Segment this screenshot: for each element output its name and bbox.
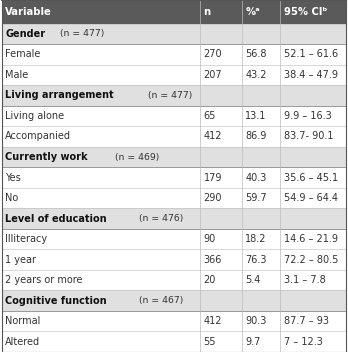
Text: (n = 469): (n = 469) — [114, 152, 159, 162]
Text: Accompanied: Accompanied — [5, 132, 71, 142]
Text: Yes: Yes — [5, 172, 21, 183]
Text: 13.1: 13.1 — [245, 111, 267, 121]
Text: Variable: Variable — [5, 7, 52, 17]
Text: Cognitive function: Cognitive function — [5, 296, 107, 306]
Text: (n = 477): (n = 477) — [60, 29, 104, 38]
Bar — [2, 332, 346, 352]
Text: 52.1 – 61.6: 52.1 – 61.6 — [284, 49, 338, 59]
Text: 7 – 12.3: 7 – 12.3 — [284, 337, 323, 347]
Text: 270: 270 — [204, 49, 222, 59]
Bar — [2, 44, 346, 65]
Text: 59.7: 59.7 — [245, 193, 267, 203]
Bar — [2, 188, 346, 208]
Text: 90.3: 90.3 — [245, 316, 267, 326]
Text: %ᵃ: %ᵃ — [245, 7, 260, 17]
Bar — [2, 24, 346, 44]
Text: 366: 366 — [204, 254, 222, 265]
Bar — [2, 249, 346, 270]
Text: 3.1 – 7.8: 3.1 – 7.8 — [284, 275, 325, 285]
Bar — [2, 147, 346, 167]
Text: Normal: Normal — [5, 316, 41, 326]
Text: 5.4: 5.4 — [245, 275, 261, 285]
Text: 2 years or more: 2 years or more — [5, 275, 83, 285]
Text: Currently work: Currently work — [5, 152, 88, 162]
Bar — [2, 106, 346, 126]
Text: 55: 55 — [204, 337, 216, 347]
Bar — [2, 229, 346, 249]
Text: 9.9 – 16.3: 9.9 – 16.3 — [284, 111, 331, 121]
Text: 290: 290 — [204, 193, 222, 203]
Text: 18.2: 18.2 — [245, 234, 267, 244]
Text: 179: 179 — [204, 172, 222, 183]
Text: 14.6 – 21.9: 14.6 – 21.9 — [284, 234, 338, 244]
Text: 87.7 – 93: 87.7 – 93 — [284, 316, 329, 326]
Text: Level of education: Level of education — [5, 214, 107, 224]
Text: 412: 412 — [204, 316, 222, 326]
Text: Illiteracy: Illiteracy — [5, 234, 47, 244]
Text: 20: 20 — [204, 275, 216, 285]
Text: 86.9: 86.9 — [245, 132, 267, 142]
Bar — [2, 311, 346, 332]
Text: 65: 65 — [204, 111, 216, 121]
Text: 43.2: 43.2 — [245, 70, 267, 80]
Bar — [2, 270, 346, 290]
Text: Male: Male — [5, 70, 29, 80]
Text: 35.6 – 45.1: 35.6 – 45.1 — [284, 172, 338, 183]
Text: (n = 476): (n = 476) — [139, 214, 183, 223]
Text: 90: 90 — [204, 234, 216, 244]
Text: (n = 477): (n = 477) — [148, 91, 192, 100]
Text: 54.9 – 64.4: 54.9 – 64.4 — [284, 193, 338, 203]
Text: Living alone: Living alone — [5, 111, 64, 121]
Bar — [2, 290, 346, 311]
Text: n: n — [204, 7, 211, 17]
Text: 72.2 – 80.5: 72.2 – 80.5 — [284, 254, 338, 265]
Text: Altered: Altered — [5, 337, 40, 347]
Text: 95% CIᵇ: 95% CIᵇ — [284, 7, 327, 17]
Text: 56.8: 56.8 — [245, 49, 267, 59]
Text: No: No — [5, 193, 18, 203]
Bar — [2, 126, 346, 147]
Text: Female: Female — [5, 49, 41, 59]
Text: 38.4 – 47.9: 38.4 – 47.9 — [284, 70, 338, 80]
Text: Living arrangement: Living arrangement — [5, 90, 114, 100]
Text: 9.7: 9.7 — [245, 337, 261, 347]
Text: Gender: Gender — [5, 29, 45, 39]
Text: 207: 207 — [204, 70, 222, 80]
Bar — [2, 0, 346, 24]
Text: 412: 412 — [204, 132, 222, 142]
Text: 76.3: 76.3 — [245, 254, 267, 265]
Bar — [2, 208, 346, 229]
Text: 40.3: 40.3 — [245, 172, 267, 183]
Text: 1 year: 1 year — [5, 254, 36, 265]
Bar — [2, 65, 346, 85]
Bar — [2, 85, 346, 106]
Text: 83.7- 90.1: 83.7- 90.1 — [284, 132, 333, 142]
Bar — [2, 167, 346, 188]
Text: (n = 467): (n = 467) — [139, 296, 183, 305]
